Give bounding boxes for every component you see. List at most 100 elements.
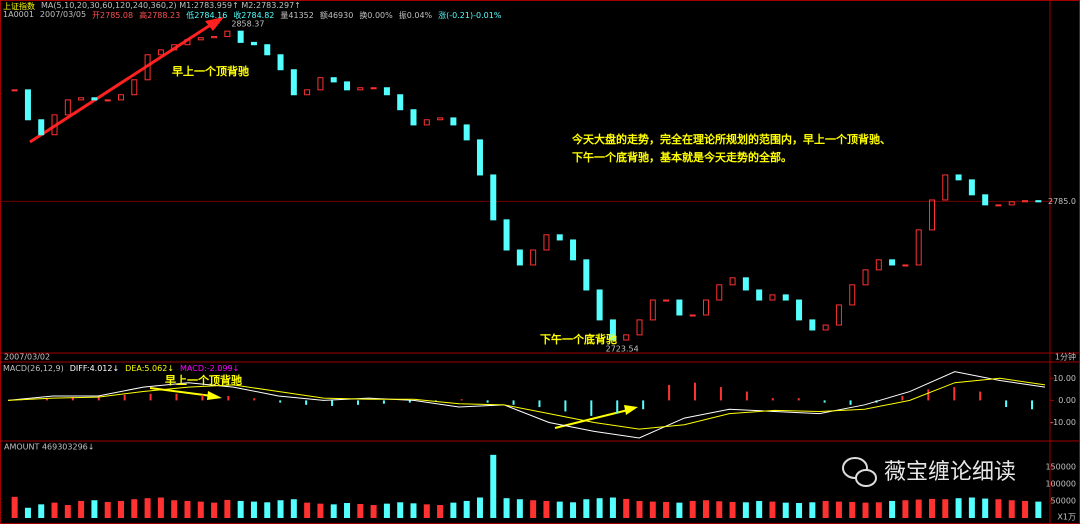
y-tick-label: -10.00	[1050, 418, 1076, 427]
candle	[437, 117, 444, 121]
volume-bar	[782, 502, 789, 518]
candle	[463, 124, 470, 141]
volume-bar	[689, 500, 696, 518]
volume-bar	[729, 501, 736, 518]
volume-bar	[530, 500, 537, 518]
volume-bar	[742, 502, 749, 518]
high-label: 2858.37	[231, 19, 264, 28]
volume-bar	[463, 500, 470, 518]
candle	[968, 179, 975, 196]
candle	[729, 277, 736, 286]
volume-bar	[663, 501, 670, 518]
candle	[64, 99, 71, 116]
candle	[649, 299, 656, 321]
period-label: 1分钟	[1055, 352, 1076, 362]
candle	[530, 249, 537, 266]
unit-label: X1万	[1057, 513, 1076, 522]
macd-line	[7, 377, 1046, 430]
candle	[822, 324, 829, 331]
volume-bar	[211, 502, 218, 518]
candle	[476, 139, 483, 176]
wechat-icon	[842, 457, 877, 487]
info-item: 低2784.16	[186, 11, 228, 20]
volume-bar	[716, 501, 723, 518]
subtitle: MA(5,10,20,30,60,120,240,360,2) M1:2783.…	[41, 1, 301, 10]
candle	[290, 69, 297, 96]
volume-bar	[609, 497, 616, 518]
candle	[78, 97, 85, 101]
candle	[663, 299, 670, 302]
volume-bar	[250, 501, 257, 518]
candle	[756, 289, 763, 301]
volume-bar	[516, 499, 523, 518]
volume-bar	[1008, 500, 1015, 518]
candle	[38, 119, 45, 136]
volume-bar	[370, 505, 377, 518]
arrow-head	[624, 405, 638, 415]
volume-bar	[769, 501, 776, 518]
candle	[104, 99, 111, 102]
volume-bar	[822, 500, 829, 518]
arrow-head	[207, 391, 222, 400]
candle	[782, 294, 789, 301]
volume-bar	[157, 497, 164, 518]
volume-bar	[955, 498, 962, 518]
volume-bar	[928, 498, 935, 518]
info-item: 振0.04%	[398, 11, 433, 20]
annotation: 早上一个顶背驰	[172, 64, 249, 78]
volume-bar	[197, 501, 204, 518]
candle	[211, 36, 218, 39]
candle	[742, 277, 749, 291]
volume-bar	[51, 502, 58, 518]
info-item: 收2784.82	[233, 11, 275, 20]
volume-bar	[915, 499, 922, 518]
candle	[317, 77, 324, 91]
volume-bar	[796, 502, 803, 518]
volume-bar	[676, 502, 683, 518]
volume-bar	[131, 499, 138, 518]
candle	[224, 30, 231, 38]
volume-bar	[11, 496, 18, 518]
volume-bar	[91, 500, 98, 518]
volume-bar	[144, 498, 151, 518]
candle	[370, 87, 377, 90]
volume-bar	[224, 499, 231, 518]
candle	[503, 219, 510, 251]
candle	[1022, 200, 1029, 203]
candle	[383, 87, 390, 96]
candle	[410, 109, 417, 126]
volume-bar	[583, 499, 590, 518]
candle	[184, 39, 191, 46]
candle	[982, 194, 989, 206]
volume-bar	[968, 497, 975, 518]
candle	[942, 174, 949, 201]
legend-entry: DEA:5.062↓	[125, 364, 175, 373]
candle	[24, 89, 31, 121]
candle	[131, 79, 138, 96]
volume-bar	[570, 502, 577, 518]
candle	[995, 204, 1002, 207]
candle	[689, 314, 696, 317]
candle	[264, 44, 271, 56]
volume-bar	[78, 500, 85, 518]
candle	[304, 89, 311, 96]
candle	[928, 199, 935, 231]
volume-bar	[290, 499, 297, 518]
volume-bar	[237, 500, 244, 518]
volume-bar	[862, 502, 869, 518]
info-item: 高2788.23	[139, 11, 181, 20]
candle	[543, 234, 550, 251]
y-tick-label: 50000	[1051, 496, 1076, 505]
volume-bar	[1022, 500, 1029, 518]
annotation: 下午一个底背驰	[540, 332, 617, 346]
candle	[556, 234, 563, 241]
candle	[915, 229, 922, 266]
candle	[357, 87, 364, 91]
candle	[716, 284, 723, 301]
volume-bar	[450, 502, 457, 518]
volume-bar	[849, 501, 856, 518]
macd-header: MACD(26,12,9) DIFF:4.012↓ DEA:5.062↓ MACD:-…	[3, 364, 239, 373]
candle	[676, 299, 683, 316]
annotation: 今天大盘的走势，完全在理论所规划的范围内，早上一个顶背驰、	[571, 132, 891, 146]
volume-bar	[383, 503, 390, 518]
